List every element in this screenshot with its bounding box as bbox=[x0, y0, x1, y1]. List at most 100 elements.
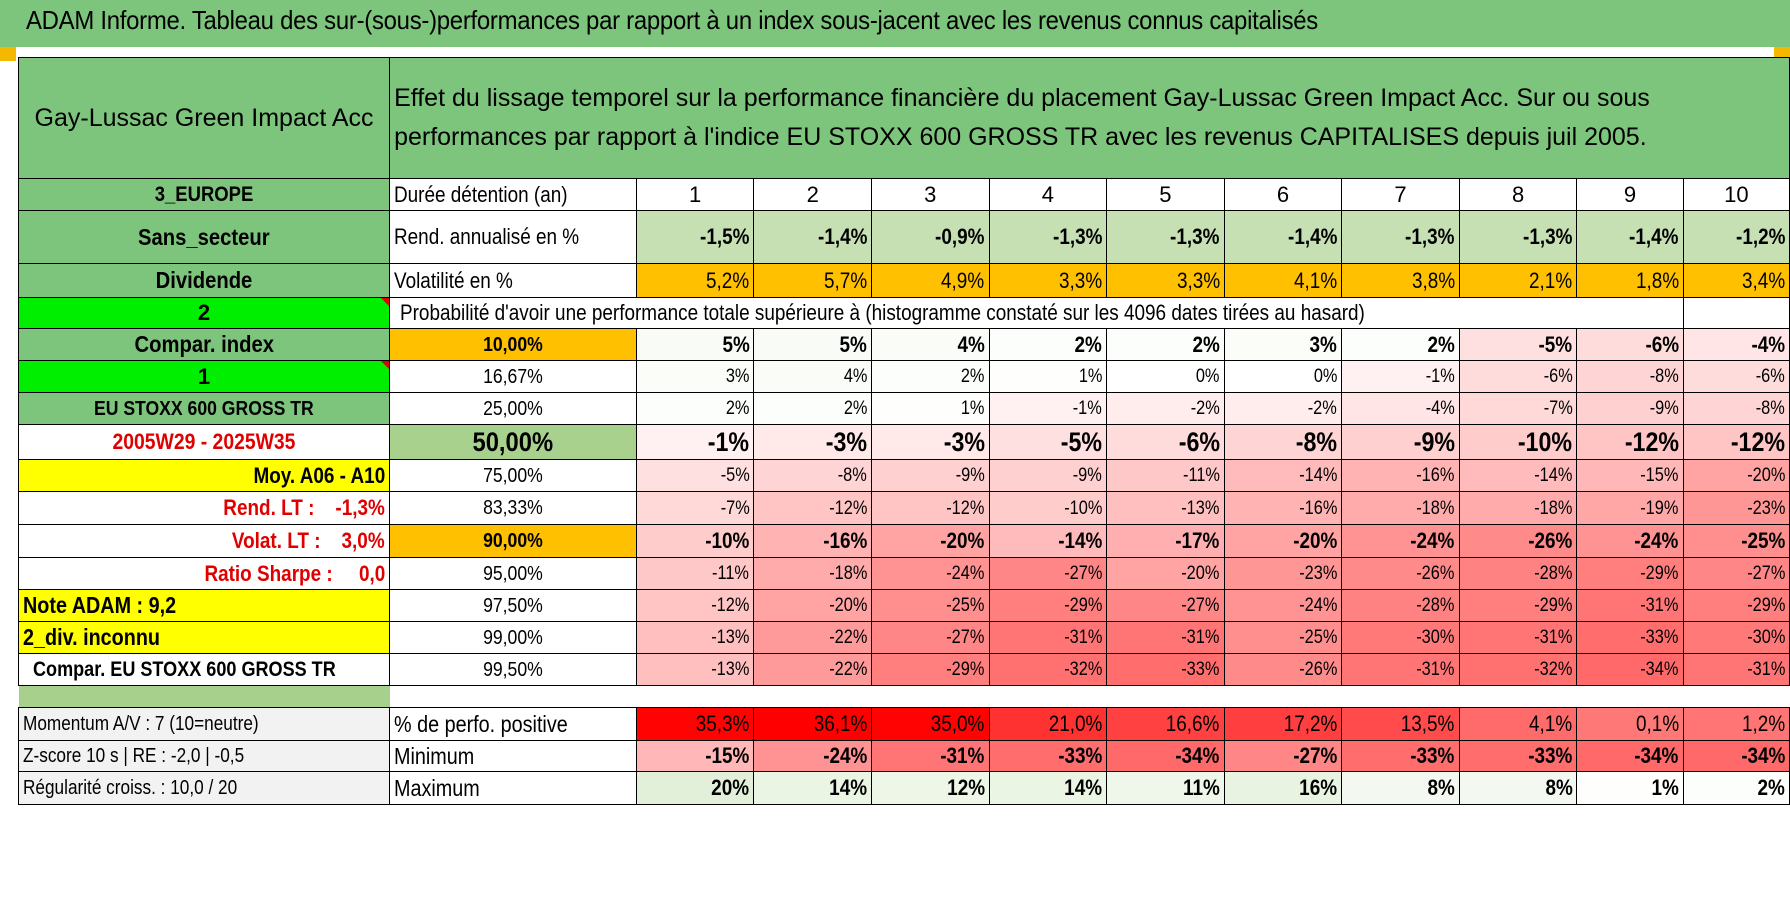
compar-index-label: Compar. index bbox=[17, 328, 391, 361]
percentile-value-text: -2% bbox=[1190, 398, 1220, 419]
minimum-value-text: -34% bbox=[1634, 743, 1679, 768]
percentile-value: 4% bbox=[753, 360, 872, 393]
percentile-value-text: -18% bbox=[1416, 497, 1455, 519]
positive-value-text: 36,1% bbox=[813, 711, 867, 736]
percentile-value: -10% bbox=[635, 524, 755, 558]
percentile-value-text: -31% bbox=[1534, 627, 1573, 648]
percentile-value: -33% bbox=[1576, 621, 1684, 654]
maximum-value-text: 14% bbox=[829, 775, 867, 800]
percentile-value-text: -13% bbox=[711, 659, 750, 680]
minimum-value-text: -34% bbox=[1175, 743, 1220, 768]
percentile-value: -11% bbox=[1106, 459, 1225, 492]
percentile-value-text: -20% bbox=[940, 528, 985, 553]
maximum-value: 8% bbox=[1341, 771, 1460, 805]
percentile-value-text: -5% bbox=[1060, 426, 1103, 457]
percentile-value: -31% bbox=[1341, 653, 1460, 686]
year-header-text: 4 bbox=[1041, 181, 1054, 207]
percentile-row: 1 16,67% 3% 4% 2% 1% 0% 0% -1% -6% -8% -6% bbox=[17, 360, 1790, 393]
percentile-threshold-text: 75,00% bbox=[483, 464, 543, 487]
positive-value: 21,0% bbox=[988, 707, 1108, 741]
percentile-value: -18% bbox=[1341, 491, 1460, 525]
percentile-row: Ratio Sharpe : 0,0 95,00% -11% -18% -24% -27%… bbox=[17, 557, 1790, 590]
minimum-value: -34% bbox=[1682, 740, 1790, 772]
percentile-value-text: 2% bbox=[960, 366, 985, 387]
percentile-threshold-text: 90,00% bbox=[483, 530, 543, 552]
percentile-value: -15% bbox=[1576, 459, 1684, 492]
percentile-threshold: 50,00% bbox=[389, 424, 637, 460]
percentile-threshold-text: 50,00% bbox=[472, 426, 554, 457]
code-1-text: 1 bbox=[197, 363, 211, 389]
volatility-value-text: 3,4% bbox=[1741, 267, 1785, 293]
percentile-threshold-text: 16,67% bbox=[483, 365, 543, 388]
volatility-value-text: 2,1% bbox=[1529, 267, 1573, 293]
percentile-value: -5% bbox=[635, 459, 755, 492]
sharpe-ratio: Ratio Sharpe : 0,0 bbox=[17, 557, 391, 590]
percentile-value-text: -20% bbox=[1293, 528, 1338, 553]
percentile-value: -6% bbox=[1682, 360, 1790, 393]
percentile-value-text: -34% bbox=[1640, 659, 1679, 680]
percentile-row: EU STOXX 600 GROSS TR 25,00% 2% 2% 1% -1% -2% -… bbox=[17, 392, 1790, 425]
percentile-value: -22% bbox=[753, 653, 872, 686]
minimum-value-text: -33% bbox=[1410, 743, 1455, 768]
percentile-value: 2% bbox=[871, 360, 990, 393]
return-value: -1,2% bbox=[1682, 210, 1790, 264]
percentile-value-text: -12% bbox=[828, 497, 867, 519]
spacer-cell bbox=[1683, 686, 1789, 708]
percentile-value-text: -20% bbox=[1746, 465, 1785, 486]
header-row: Gay-Lussac Green Impact Acc Effet du lis… bbox=[17, 57, 1790, 179]
minimum-value-text: -34% bbox=[1740, 743, 1785, 768]
positive-value-text: 35,0% bbox=[930, 711, 985, 736]
percentile-threshold: 75,00% bbox=[389, 459, 637, 492]
dividend-label-text: Dividende bbox=[155, 267, 253, 293]
percentile-value: -14% bbox=[1458, 459, 1578, 492]
percentile-threshold-text: 95,00% bbox=[483, 562, 543, 585]
percentile-value-text: 2% bbox=[1192, 331, 1220, 357]
percentile-value-text: -31% bbox=[1640, 595, 1679, 616]
percentile-value-text: -13% bbox=[711, 627, 750, 648]
year-header: 1 bbox=[635, 178, 755, 211]
return-value: -1,4% bbox=[1576, 210, 1684, 264]
percentile-threshold: 95,00% bbox=[389, 557, 637, 590]
return-value-text: -1,4% bbox=[1287, 224, 1338, 249]
percentile-value-text: -24% bbox=[1634, 528, 1679, 553]
percentile-value-text: -31% bbox=[1063, 627, 1103, 648]
percentile-value: -6% bbox=[1106, 424, 1225, 460]
percentile-value-text: -23% bbox=[1299, 563, 1338, 584]
percentile-threshold: 97,50% bbox=[389, 589, 637, 622]
percentile-value: -18% bbox=[1458, 491, 1578, 525]
adam-note: Note ADAM : 9,2 bbox=[17, 589, 391, 622]
minimum-row: Z-score 10 s | RE : -2,0 | -0,5 Minimum -1… bbox=[17, 740, 1790, 772]
minimum-value-text: -27% bbox=[1293, 743, 1338, 768]
percentile-value: -26% bbox=[1458, 524, 1578, 558]
percentile-value-text: -24% bbox=[946, 563, 985, 584]
percentile-value: -12% bbox=[635, 589, 755, 622]
return-value: -1,3% bbox=[1341, 210, 1460, 264]
percentile-value-text: -31% bbox=[1746, 659, 1785, 680]
year-header: 3 bbox=[871, 178, 990, 211]
title-bar bbox=[0, 0, 1790, 47]
positive-label-text: % de perfo. positive bbox=[394, 710, 568, 737]
percentile-value: -24% bbox=[1223, 589, 1343, 622]
year-header: 8 bbox=[1458, 178, 1578, 211]
percentile-value: -32% bbox=[988, 653, 1108, 686]
percentile-value-text: -5% bbox=[1538, 331, 1573, 357]
percentile-value: -13% bbox=[1106, 491, 1225, 525]
percentile-value: -2% bbox=[1106, 392, 1225, 425]
percentile-threshold: 83,33% bbox=[389, 491, 637, 525]
positive-label: % de perfo. positive bbox=[389, 707, 637, 741]
sharpe-ratio-text: Ratio Sharpe : 0,0 bbox=[204, 560, 386, 586]
percentile-value-text: -14% bbox=[1057, 528, 1103, 553]
period-label: 2005W29 - 2025W35 bbox=[17, 424, 391, 460]
percentile-value-text: -8% bbox=[1295, 426, 1338, 457]
spacer-cell bbox=[1224, 686, 1342, 708]
percentile-value-text: -1% bbox=[1425, 366, 1455, 387]
positive-value: 1,2% bbox=[1682, 707, 1790, 741]
positive-row: Momentum A/V : 7 (10=neutre) % de perfo. … bbox=[17, 707, 1790, 741]
volatility-value-text: 1,8% bbox=[1635, 267, 1679, 293]
fund-name: Gay-Lussac Green Impact Acc bbox=[17, 57, 391, 179]
maximum-value: 11% bbox=[1106, 771, 1225, 805]
year-header: 5 bbox=[1106, 178, 1225, 211]
percentile-value-text: -26% bbox=[1416, 563, 1455, 584]
comparison-index-full-text: Compar. EU STOXX 600 GROSS TR bbox=[33, 658, 336, 681]
percentile-row: Rend. LT : -1,3% 83,33% -7% -12% -12% -10% -13… bbox=[17, 491, 1790, 525]
